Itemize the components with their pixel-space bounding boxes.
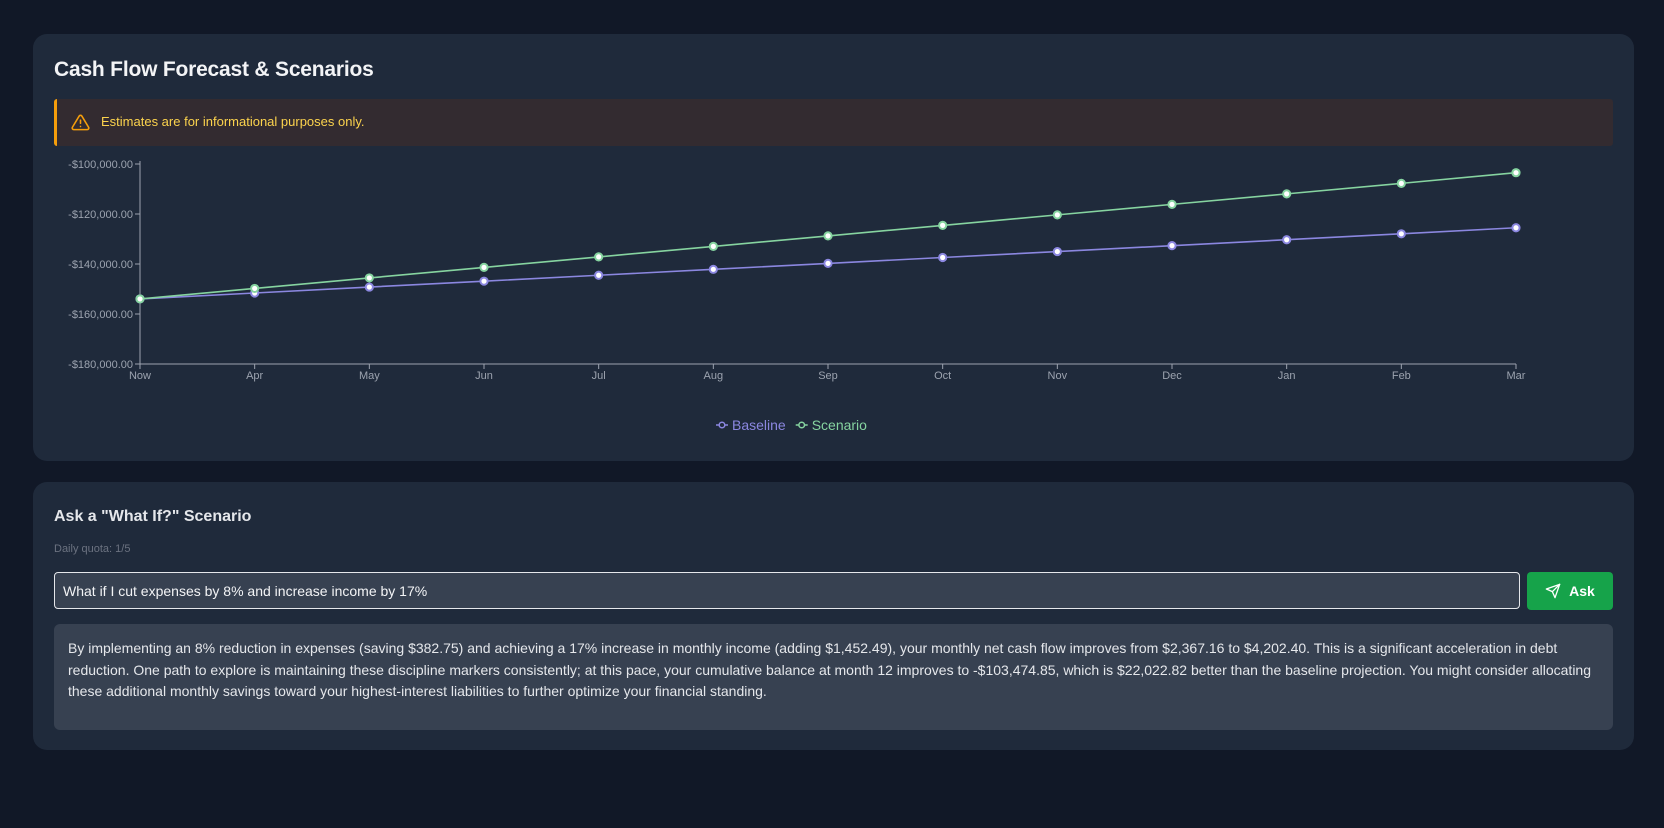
forecast-title: Cash Flow Forecast & Scenarios: [54, 58, 374, 81]
whatif-card: Ask a "What If?" Scenario Daily quota: 1…: [33, 482, 1634, 750]
x-tick-label: Dec: [1162, 370, 1182, 382]
scenario-legend-marker: [798, 421, 806, 429]
scenario-point: [708, 241, 718, 251]
scenario-point: [250, 283, 260, 294]
x-tick-label: Sep: [818, 370, 838, 382]
scenario-input[interactable]: [54, 572, 1520, 609]
baseline-point: [479, 276, 489, 286]
y-tick-label: -$180,000.00: [68, 359, 133, 371]
x-tick-label: Nov: [1048, 370, 1068, 382]
y-tick-label: -$160,000.00: [68, 309, 133, 321]
scenario-point: [1282, 189, 1292, 199]
ask-button[interactable]: Ask: [1527, 572, 1613, 610]
baseline-point: [938, 252, 948, 263]
x-tick-label: Jan: [1278, 370, 1296, 382]
y-tick-label: -$120,000.00: [68, 209, 133, 221]
scenario-point: [364, 273, 374, 283]
baseline-point: [823, 258, 833, 268]
x-tick-label: Now: [129, 370, 151, 382]
send-icon: [1545, 583, 1561, 599]
disclaimer-alert: Estimates are for informational purposes…: [54, 99, 1613, 146]
x-tick-label: Jun: [475, 370, 493, 382]
cash-flow-chart: -$180,000.00 -$160,000.00 -$140,000.00 -$12…: [68, 159, 1526, 433]
x-tick-label: Oct: [934, 370, 951, 382]
baseline-legend-label: Baseline: [732, 417, 786, 433]
x-tick-label: Jul: [592, 370, 606, 382]
scenario-point: [1396, 178, 1406, 188]
x-tick-label: Apr: [246, 370, 263, 382]
baseline-point: [1167, 241, 1177, 251]
scenario-point: [823, 231, 833, 241]
scenario-point: [594, 252, 604, 262]
baseline-point: [594, 270, 604, 280]
scenario-point: [135, 294, 145, 304]
forecast-card: Cash Flow Forecast & Scenarios Estimates…: [33, 34, 1634, 461]
ask-button-label: Ask: [1569, 583, 1595, 599]
baseline-point: [1511, 223, 1521, 233]
scenario-point: [479, 262, 489, 272]
whatif-title: Ask a "What If?" Scenario: [54, 508, 252, 525]
baseline-point: [364, 282, 374, 292]
y-tick-label: -$140,000.00: [68, 259, 133, 271]
x-tick-label: May: [359, 370, 380, 382]
baseline-point: [1052, 246, 1062, 257]
x-tick-label: Aug: [704, 370, 724, 382]
daily-quota: Daily quota: 1/5: [54, 543, 131, 555]
scenario-point: [1052, 210, 1062, 220]
baseline-legend-marker: [718, 421, 726, 429]
baseline-point: [708, 264, 718, 274]
scenario-answer: By implementing an 8% reduction in expen…: [54, 624, 1613, 730]
y-tick-label: -$100,000.00: [68, 159, 133, 171]
x-tick-label: Mar: [1507, 370, 1526, 382]
baseline-point: [1282, 235, 1292, 245]
scenario-legend-label: Scenario: [812, 417, 867, 433]
scenario-point: [938, 220, 948, 230]
scenario-point: [1511, 168, 1521, 178]
baseline-point: [1396, 229, 1406, 239]
disclaimer-text: Estimates are for informational purposes…: [101, 114, 365, 129]
x-tick-label: Feb: [1392, 370, 1411, 382]
scenario-point: [1167, 199, 1177, 209]
warning-triangle-icon: [71, 114, 90, 131]
